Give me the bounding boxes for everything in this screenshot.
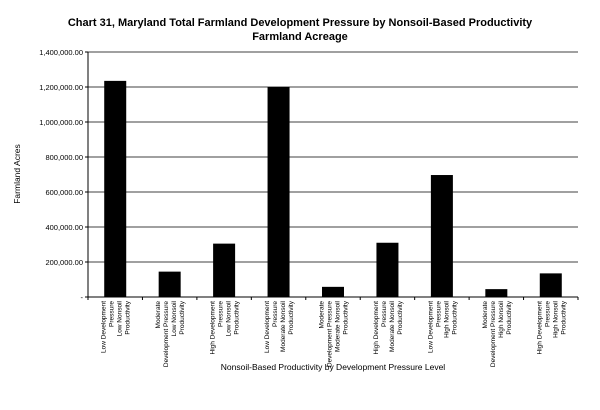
y-tick-label: 400,000.00 xyxy=(45,223,83,232)
bar xyxy=(485,289,508,297)
x-tick-label-line: Moderate Nonsoil xyxy=(335,300,342,351)
x-tick-label-line: Pressure xyxy=(109,301,116,327)
x-tick-label: Moderate Development Pressure High Nonsoil… xyxy=(482,300,513,367)
bar xyxy=(322,286,344,297)
x-tick-label-line: Moderate Nonsoil xyxy=(280,300,287,351)
x-tick-label-line: High Nonsoil xyxy=(443,300,450,337)
x-tick-label: Low Development Pressure Moderate Nonsoil P… xyxy=(264,300,295,353)
x-tick-label-line: High Development xyxy=(210,301,217,355)
x-tick-label-line: High Development xyxy=(373,301,380,355)
x-tick-label-line: Moderate xyxy=(155,301,162,329)
x-tick-label-line: Pressure xyxy=(218,301,225,327)
x-tick-label-line: Low Nonsoil xyxy=(117,300,124,336)
x-tick-label-line: Productivity xyxy=(506,300,513,334)
x-tick-label-line: Productivity xyxy=(397,300,404,334)
x-tick-label-line: Productivity xyxy=(343,300,350,334)
bar xyxy=(430,175,453,297)
y-tick-labels: - 200,000.00 400,000.00 600,000.00 800,000.0… xyxy=(39,48,88,302)
axes xyxy=(87,52,578,298)
x-tick-label-line: Productivity xyxy=(288,300,295,334)
x-tick-labels: Low Development Pressure Low Nonsoil Produc… xyxy=(87,297,579,367)
x-tick-label-line: High Nonsoil xyxy=(498,300,505,337)
x-tick-label-line: Low Nonsoil xyxy=(171,300,178,336)
y-tick-label: 1,400,000.00 xyxy=(39,48,83,57)
y-tick-label: 200,000.00 xyxy=(45,258,83,267)
x-tick-label-line: Low Development xyxy=(427,301,434,353)
x-tick-label-line: Development Pressure xyxy=(327,301,334,367)
x-tick-label: Low Development Pressure High Nonsoil Produ… xyxy=(427,300,458,353)
y-axis-label: Farmland Acres xyxy=(12,144,22,204)
x-tick-label-line: Pressure xyxy=(272,301,279,327)
y-tick-label: 800,000.00 xyxy=(45,153,83,162)
x-tick-label-line: Low Nonsoil xyxy=(226,300,233,336)
x-axis-label: Nonsoil-Based Productivity by Developmen… xyxy=(221,362,446,372)
x-tick-label-line: High Nonsoil xyxy=(552,300,559,337)
x-tick-label-line: Productivity xyxy=(451,300,458,334)
x-tick-label-line: Development Pressure xyxy=(163,301,170,367)
x-tick-label-line: Moderate xyxy=(319,301,326,329)
x-tick-label: High Development Pressure Moderate Nonsoil… xyxy=(373,300,404,354)
bar xyxy=(267,87,290,297)
x-tick-label-line: Productivity xyxy=(234,300,241,334)
x-tick-label: Moderate Development Pressure Moderate Non… xyxy=(319,300,350,367)
bar xyxy=(158,271,181,297)
x-tick-label-line: Development Pressure xyxy=(490,301,497,367)
x-tick-label-line: Moderate xyxy=(482,301,489,329)
x-tick-label: Low Development Pressure Low Nonsoil Produc… xyxy=(101,300,132,353)
bar xyxy=(539,273,562,297)
y-tick-label: 1,000,000.00 xyxy=(39,118,83,127)
x-tick-label-line: Productivity xyxy=(179,300,186,334)
x-tick-label-line: Moderate Nonsoil xyxy=(389,300,396,351)
bar xyxy=(376,242,399,297)
gridlines xyxy=(88,51,578,263)
x-tick-label-line: High Development xyxy=(536,301,543,355)
x-tick-label-line: Pressure xyxy=(381,301,388,327)
x-tick-label-line: Productivity xyxy=(560,300,567,334)
bar xyxy=(104,80,127,297)
bars xyxy=(104,80,562,297)
y-tick-label: 600,000.00 xyxy=(45,188,83,197)
x-tick-label-line: Pressure xyxy=(435,301,442,327)
x-tick-label-line: Low Development xyxy=(101,301,108,353)
x-tick-label-line: Low Development xyxy=(264,301,271,353)
chart-subtitle: Farmland Acreage xyxy=(252,31,348,43)
x-tick-label: Moderate Development Pressure Low Nonsoil P… xyxy=(155,300,186,367)
chart-title: Chart 31, Maryland Total Farmland Develo… xyxy=(67,17,533,29)
x-tick-label: High Development Pressure Low Nonsoil Produ… xyxy=(210,300,241,354)
y-tick-label: - xyxy=(81,293,84,302)
x-tick-label: High Development Pressure High Nonsoil Prod… xyxy=(536,300,567,354)
x-tick-label-line: Productivity xyxy=(125,300,132,334)
bar xyxy=(213,243,236,297)
x-tick-label-line: Pressure xyxy=(544,301,551,327)
y-tick-label: 1,200,000.00 xyxy=(39,83,83,92)
